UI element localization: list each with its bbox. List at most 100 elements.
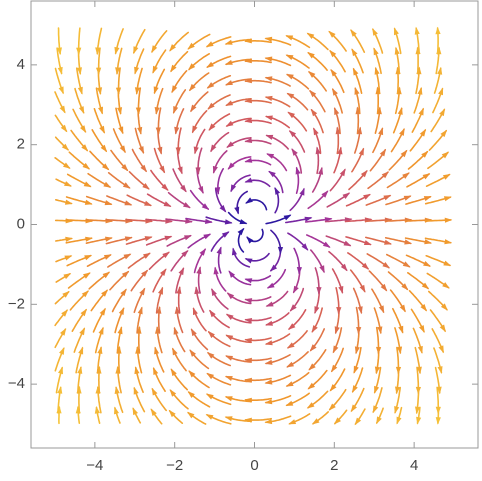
stream-arrow: [363, 240, 372, 245]
stream-arrow: [244, 278, 253, 284]
stream-arrow: [340, 263, 348, 272]
stream-arrow: [144, 236, 153, 242]
y-tick-label: 0: [17, 215, 25, 232]
stream-arrow: [403, 195, 412, 201]
stream-arrow: [301, 243, 309, 251]
stream-arrow: [99, 125, 105, 134]
stream-arrow: [399, 128, 405, 136]
stream-arrow: [373, 47, 379, 56]
stream-arrow: [422, 173, 431, 180]
stream-arrow: [378, 127, 384, 136]
stream-arrow: [64, 181, 72, 187]
stream-arrow: [264, 379, 273, 385]
stream-arrow: [83, 181, 92, 188]
stream-arrow: [285, 400, 294, 406]
stream-arrow: [139, 287, 146, 296]
stream-arrow: [58, 86, 64, 95]
stream-arrow: [415, 386, 421, 395]
stream-arrow: [176, 286, 182, 294]
stream-arrow: [374, 66, 380, 75]
stream-arrow: [266, 153, 275, 159]
stream-arrow: [97, 346, 103, 354]
stream-arrow: [264, 340, 273, 346]
stream-arrow: [396, 416, 402, 425]
stream-arrow: [334, 107, 340, 115]
stream-arrow: [384, 239, 392, 245]
stream-arrow: [265, 134, 274, 140]
x-tick-label: −2: [166, 457, 183, 474]
stream-arrow: [244, 58, 252, 64]
stream-arrow: [78, 106, 85, 114]
stream-arrow: [395, 366, 402, 375]
stream-arrow: [224, 396, 233, 402]
stream-arrow: [230, 184, 237, 193]
stream-arrow: [206, 352, 215, 359]
stream-arrow: [288, 130, 297, 138]
stream-arrow: [60, 328, 67, 336]
stream-arrow: [163, 201, 172, 207]
stream-arrow: [415, 406, 421, 415]
stream-arrow: [121, 164, 129, 172]
stream-arrow: [221, 231, 230, 238]
stream-arrow: [383, 195, 392, 201]
stream-arrow: [102, 163, 110, 171]
stream-arrow: [187, 42, 195, 50]
stream-arrow: [121, 270, 130, 278]
stream-arrow: [57, 386, 63, 394]
stream-arrow: [157, 146, 163, 155]
stream-arrow: [318, 166, 324, 175]
stream-arrow: [177, 166, 183, 175]
stream-arrow: [354, 346, 360, 355]
stream-arrow: [135, 107, 141, 115]
stream-arrow: [436, 386, 442, 395]
stream-arrow: [64, 199, 73, 205]
stream-arrow: [76, 67, 82, 75]
stream-arrow: [159, 165, 166, 174]
stream-arrow: [264, 359, 273, 365]
stream-arrow: [372, 405, 379, 414]
stream-arrow: [122, 182, 131, 189]
stream-arrow: [206, 61, 214, 68]
stream-arrow: [442, 173, 451, 180]
stream-arrow: [287, 111, 295, 119]
stream-arrow: [59, 105, 66, 114]
stream-arrow: [404, 239, 413, 245]
x-tick-label: 4: [410, 457, 418, 474]
stream-arrow: [228, 270, 236, 278]
stream-arrow: [264, 95, 273, 101]
stream-arrow: [309, 344, 317, 352]
stream-arrow: [188, 370, 196, 378]
stream-arrow: [225, 334, 234, 341]
stream-arrow: [397, 107, 403, 115]
stream-arrow: [244, 117, 253, 124]
stream-arrow: [307, 52, 315, 59]
stream-arrow: [417, 86, 423, 95]
stream-arrow: [123, 253, 132, 260]
stream-arrow: [353, 365, 359, 374]
stream-arrow: [306, 402, 315, 409]
stream-arrow: [173, 326, 179, 335]
stream-arrow: [311, 325, 318, 333]
stream-arrow: [187, 411, 195, 419]
stream-arrow: [443, 196, 452, 202]
stream-arrow: [181, 250, 189, 258]
stream-arrow: [189, 83, 196, 92]
stream-arrow: [203, 233, 212, 240]
stream-arrow: [313, 127, 319, 136]
stream-arrow: [193, 146, 199, 155]
stream-arrow: [444, 239, 453, 245]
stream-arrow: [205, 414, 214, 420]
stream-arrow: [394, 406, 400, 414]
stream-arrow: [151, 387, 158, 396]
stream-arrow: [286, 342, 295, 349]
stream-arrow: [268, 170, 276, 178]
stream-arrow: [209, 309, 216, 318]
streamlines: [54, 26, 453, 426]
stream-arrow: [224, 219, 233, 225]
stream-arrow: [225, 80, 233, 86]
stream-arrow: [395, 386, 401, 395]
stream-arrow: [286, 361, 294, 368]
stream-arrow: [224, 39, 233, 45]
stream-arrow: [401, 283, 409, 291]
stream-arrow: [416, 416, 422, 425]
